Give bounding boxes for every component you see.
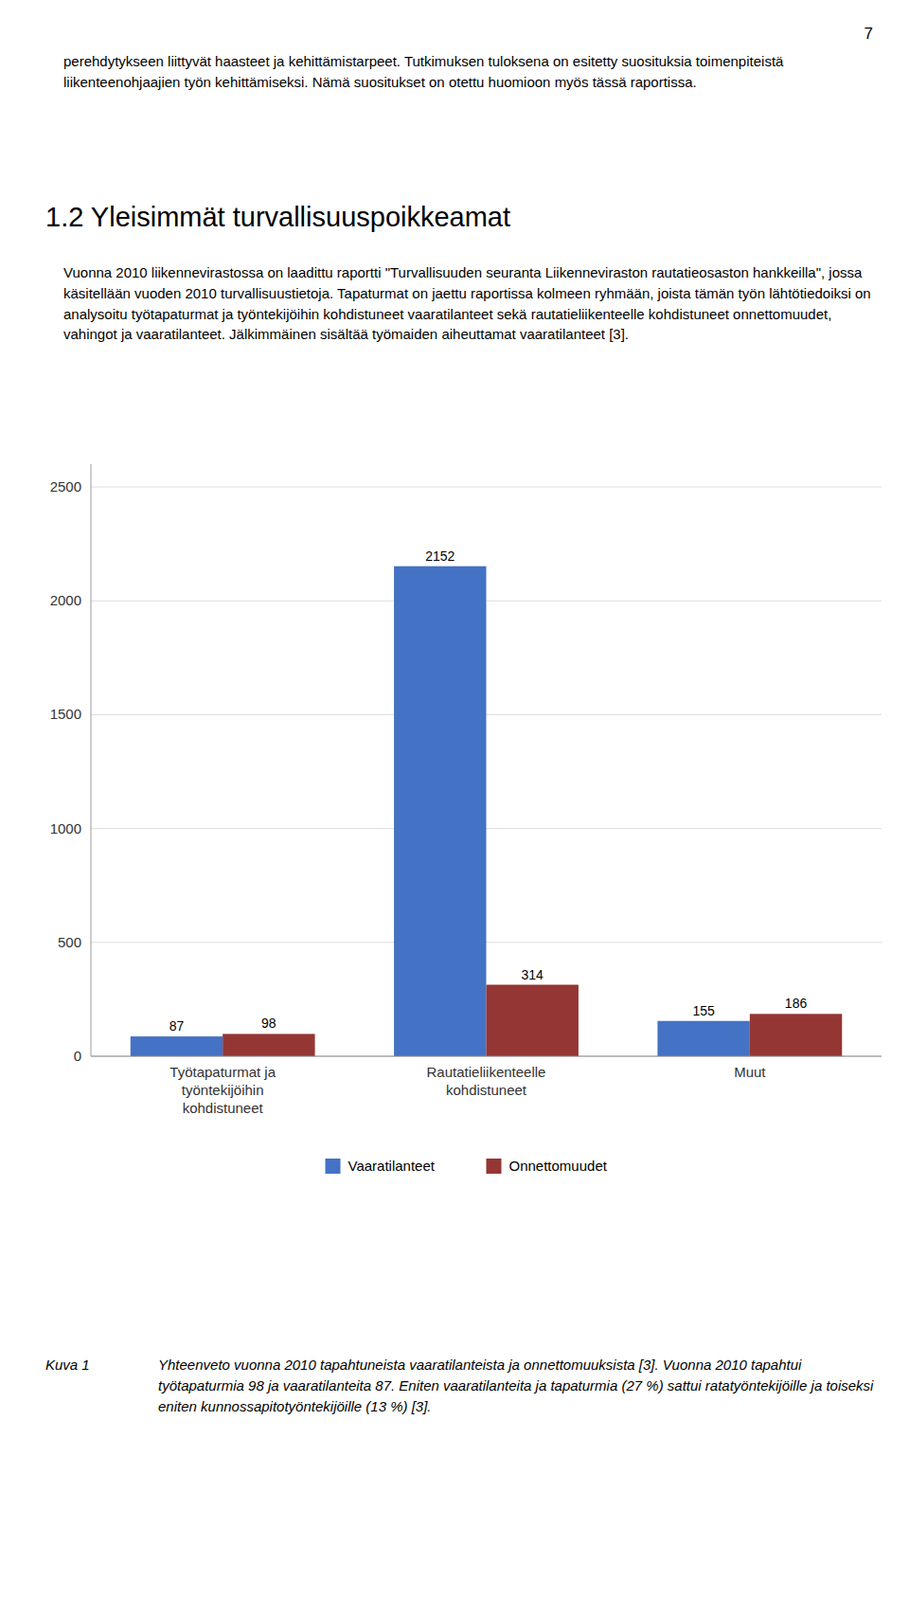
legend: Vaaratilanteet Onnettomuudet — [325, 1157, 608, 1174]
bars — [130, 566, 843, 1056]
y-axis-line — [90, 463, 92, 1056]
x-tick-label: Työtapaturmat jatyöntekijöihinkohdistune… — [169, 1063, 276, 1116]
legend-swatch — [486, 1158, 502, 1174]
data-label: 314 — [521, 966, 545, 982]
y-tick-label: 2500 — [50, 478, 82, 495]
bar — [393, 566, 486, 1056]
y-tick-label: 0 — [73, 1047, 82, 1064]
caption-label: Kuva 1 — [45, 1354, 90, 1375]
body-text: Vuonna 2010 liikennevirastossa on laadit… — [63, 262, 887, 345]
bar — [749, 1013, 842, 1056]
bar — [657, 1020, 749, 1056]
bar — [130, 1035, 223, 1056]
page-number: 7 — [864, 22, 874, 47]
data-label: 2152 — [425, 548, 455, 564]
y-tick-label: 1500 — [50, 705, 82, 722]
chart: 0 500 1000 1500 2000 2500 87 2152 155 98 314 186 Työ… — [0, 445, 909, 1336]
x-axis-line — [90, 1055, 882, 1057]
y-tick-label: 1000 — [50, 819, 82, 837]
data-label: 98 — [261, 1015, 277, 1031]
data-label: 87 — [169, 1017, 185, 1034]
bar — [486, 984, 579, 1056]
x-tick-label: Muut — [733, 1063, 767, 1080]
caption-text: Yhteenveto vuonna 2010 tapahtuneista vaa… — [158, 1354, 882, 1416]
grid-line — [90, 486, 882, 488]
y-tick-label: 2000 — [50, 591, 82, 608]
x-tick-label: Rautatieliikenteellekohdistuneet — [427, 1063, 547, 1098]
intro-text: perehdytykseen liittyvät haasteet ja keh… — [63, 51, 887, 93]
data-labels: 87 2152 155 98 314 186 — [169, 548, 808, 1034]
grid — [90, 486, 882, 1056]
legend-label: Onnettomuudet — [509, 1157, 608, 1174]
section-title: 1.2 Yleisimmät turvallisuuspoikkeamat — [45, 200, 511, 234]
y-tick-label: 500 — [57, 933, 82, 950]
data-label: 155 — [692, 1002, 715, 1018]
legend-swatch — [325, 1158, 341, 1174]
grid-line — [90, 1055, 882, 1057]
data-label: 186 — [784, 995, 808, 1011]
legend-label: Vaaratilanteet — [348, 1157, 436, 1174]
bar — [222, 1033, 315, 1056]
